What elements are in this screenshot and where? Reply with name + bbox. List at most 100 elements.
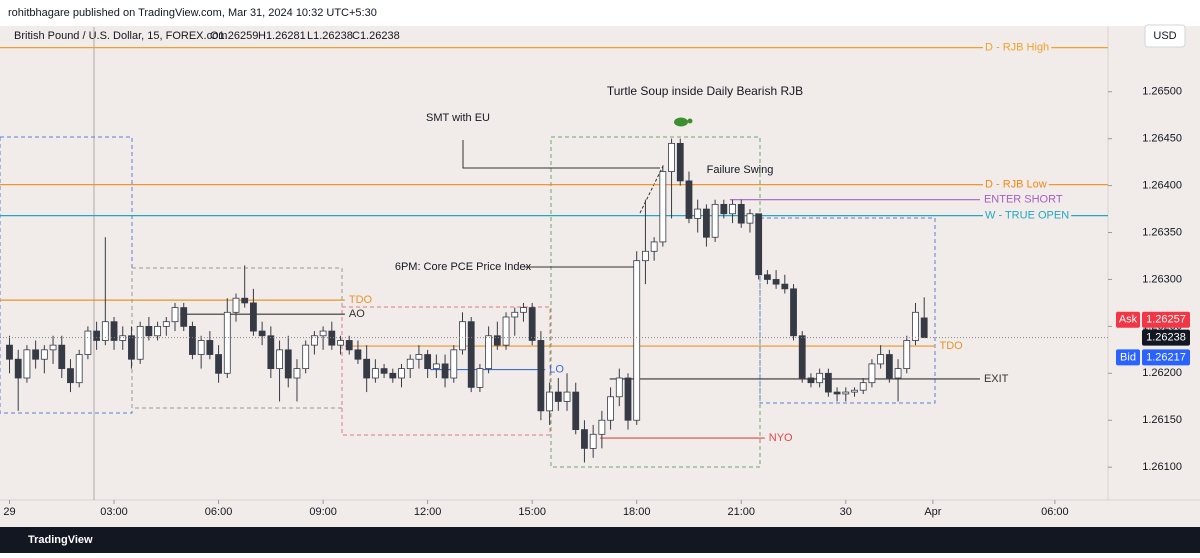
candle-body	[711, 203, 719, 238]
level-label: AO	[349, 308, 365, 320]
price-tag-value: 1.26257	[1146, 314, 1186, 326]
candle-body	[633, 260, 641, 421]
price-tag	[1142, 311, 1190, 328]
candle-body	[894, 368, 902, 379]
candle-body	[502, 316, 510, 346]
price-tag	[1142, 349, 1190, 366]
candle-body	[6, 344, 13, 360]
level-label-bg	[983, 178, 1049, 191]
x-tick-label: 03:00	[100, 506, 128, 518]
x-tick-label: 06:00	[1041, 506, 1069, 518]
candle-body	[215, 354, 222, 374]
y-tick-label: 1.26100	[1142, 461, 1182, 473]
y-tick-label: 1.26350	[1142, 226, 1182, 238]
candle-body	[903, 340, 911, 370]
y-tick-label: 1.26300	[1142, 273, 1182, 285]
price-tag	[1142, 329, 1190, 346]
annotation: 6PM: Core PCE Price Index	[395, 261, 532, 273]
candle-body	[415, 354, 423, 360]
candle-body	[189, 325, 196, 355]
candle-body	[171, 307, 179, 323]
candle-body	[729, 203, 736, 215]
candle-body	[459, 321, 466, 351]
turtle-icon	[674, 117, 693, 127]
candle-body	[798, 335, 806, 379]
currency[interactable]: USD	[1153, 30, 1176, 42]
candle-body	[772, 279, 780, 285]
candle-body	[912, 311, 919, 341]
currency-button[interactable]	[1144, 24, 1186, 48]
candle-body	[790, 288, 797, 337]
annotation: Turtle Soup inside Daily Bearish RJB	[607, 84, 803, 98]
candle-body	[84, 330, 92, 355]
candle-body	[136, 325, 144, 360]
footer-bar	[0, 527, 1200, 553]
candle-body	[598, 419, 606, 435]
candle-body	[206, 340, 214, 355]
candle-body	[476, 368, 484, 388]
annotation-line	[462, 140, 660, 169]
range-box	[550, 136, 761, 468]
y-tick-label: 1.26200	[1142, 367, 1182, 379]
x-tick-label: 12:00	[414, 506, 442, 518]
candle-body	[868, 363, 876, 384]
header-bar	[0, 0, 1200, 26]
candle-body	[528, 307, 536, 341]
candle-body	[607, 396, 614, 421]
candle-body	[668, 142, 675, 172]
candle-body	[67, 368, 74, 384]
x-tick-label: Apr	[924, 506, 941, 518]
candle-body	[128, 335, 135, 360]
candle-body	[145, 325, 153, 337]
candle-body	[807, 377, 815, 384]
price-tag-label-bg	[1116, 311, 1140, 328]
x-tick-label: 30	[840, 506, 852, 518]
candle-body	[40, 349, 48, 360]
candle-body	[241, 297, 249, 304]
candle-body	[589, 433, 597, 449]
candle-body	[14, 358, 22, 379]
price-tag-label-bg	[1116, 349, 1140, 366]
candle-body	[371, 368, 379, 379]
candle-body	[162, 321, 170, 327]
candle-body	[293, 368, 301, 379]
publisher: rohitbhagare published on TradingView.co…	[8, 7, 377, 19]
level-label: TDO	[940, 340, 964, 352]
candle-body	[781, 283, 789, 290]
level-label: LO	[549, 363, 564, 375]
candle-body	[345, 340, 353, 351]
candle-body	[32, 349, 40, 360]
candle-body	[694, 208, 702, 219]
candle-body	[302, 344, 310, 370]
candle-body	[75, 354, 83, 384]
candle-body	[276, 349, 283, 370]
candle-body	[467, 321, 475, 388]
candle-body	[337, 340, 344, 346]
candle-body	[380, 368, 388, 374]
candle-body	[223, 311, 231, 374]
candle-body	[842, 391, 850, 395]
candle-body	[250, 302, 257, 332]
candle-body	[676, 142, 684, 182]
candle-body	[328, 330, 336, 346]
x-tick-label: 21:00	[727, 506, 755, 518]
candle-body	[49, 344, 57, 351]
candle-body	[859, 382, 867, 391]
x-tick-label: 06:00	[205, 506, 233, 518]
candle-body	[493, 335, 501, 346]
candle-body	[432, 363, 440, 370]
candle-body	[755, 213, 763, 276]
candle-body	[110, 321, 118, 341]
level-label: ENTER SHORT	[984, 194, 1063, 206]
candle-body	[685, 180, 693, 219]
candle-body	[703, 208, 710, 238]
x-tick-label: 29	[3, 506, 15, 518]
range-box	[759, 217, 936, 404]
candle-body	[232, 297, 240, 313]
annotation: SMT with EU	[426, 112, 490, 124]
symbol: British Pound / U.S. Dollar, 15, FOREX.c…	[14, 30, 227, 42]
candle-body	[58, 344, 66, 370]
candle-body	[101, 321, 109, 341]
